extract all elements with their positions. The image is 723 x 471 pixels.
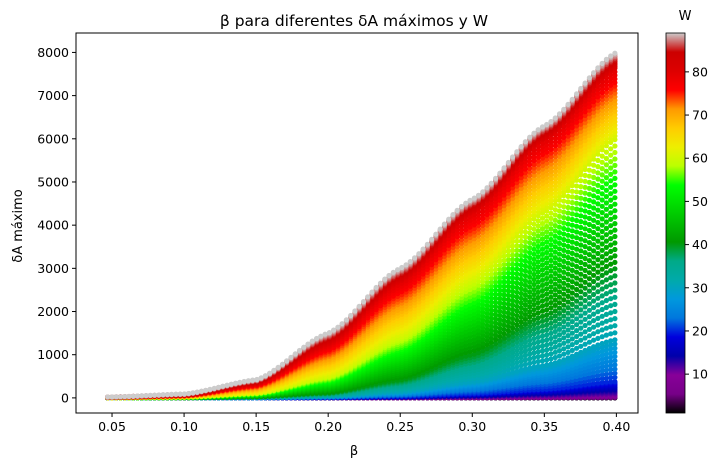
data-point xyxy=(535,349,541,355)
data-point xyxy=(561,318,567,325)
data-point xyxy=(612,370,618,376)
data-point xyxy=(595,269,601,275)
data-point xyxy=(595,282,601,288)
chart-title: β para diferentes δA máximos y W xyxy=(220,12,488,30)
data-point xyxy=(586,301,593,307)
data-point xyxy=(561,313,567,319)
data-point xyxy=(595,275,601,281)
data-point xyxy=(612,308,618,315)
data-point xyxy=(591,285,597,291)
data-point xyxy=(608,371,614,377)
data-point xyxy=(608,379,614,385)
data-point xyxy=(582,298,588,304)
data-point xyxy=(574,310,580,316)
data-point xyxy=(595,369,601,375)
data-point xyxy=(535,344,541,350)
data-point xyxy=(582,291,588,297)
data-point xyxy=(595,372,601,379)
data-point xyxy=(574,316,580,322)
data-point xyxy=(591,291,597,298)
data-point xyxy=(586,378,593,384)
data-point xyxy=(582,304,588,310)
data-point xyxy=(599,368,605,374)
data-point xyxy=(603,367,610,373)
data-point xyxy=(612,337,618,343)
data-point xyxy=(578,307,584,313)
data-point xyxy=(612,379,618,385)
data-point xyxy=(522,366,529,372)
data-point xyxy=(612,301,618,307)
data-point xyxy=(612,330,618,336)
data-point xyxy=(612,374,618,380)
data-point xyxy=(586,288,593,294)
data-point xyxy=(591,298,597,304)
data-point xyxy=(612,366,618,372)
data-point xyxy=(591,381,597,387)
data-point xyxy=(608,375,614,381)
data-point xyxy=(612,273,618,279)
scatter-layer xyxy=(105,50,618,401)
data-point xyxy=(599,372,605,378)
data-point xyxy=(603,371,610,377)
data-point xyxy=(612,280,618,286)
data-point xyxy=(527,365,533,371)
data-point xyxy=(578,313,584,319)
data-point xyxy=(599,380,605,386)
data-point xyxy=(612,323,618,329)
data-point xyxy=(565,316,571,322)
data-point xyxy=(599,376,605,382)
data-point xyxy=(569,324,575,330)
data-point xyxy=(603,379,610,385)
data-point xyxy=(527,360,533,366)
data-point xyxy=(612,294,618,300)
data-point xyxy=(586,381,593,387)
data-point xyxy=(586,370,593,377)
data-point xyxy=(591,373,597,379)
data-point xyxy=(603,375,610,381)
data-point xyxy=(595,376,601,382)
data-point xyxy=(586,294,593,301)
data-point xyxy=(612,266,618,272)
data-point xyxy=(608,367,614,373)
data-point xyxy=(578,319,584,325)
data-point xyxy=(612,316,618,322)
data-point xyxy=(591,370,597,376)
data-point xyxy=(612,287,618,293)
data-point xyxy=(591,377,597,383)
data-point xyxy=(612,259,618,265)
data-point xyxy=(582,310,588,316)
data-point xyxy=(544,362,550,368)
data-point xyxy=(595,289,601,295)
data-point xyxy=(595,380,601,386)
